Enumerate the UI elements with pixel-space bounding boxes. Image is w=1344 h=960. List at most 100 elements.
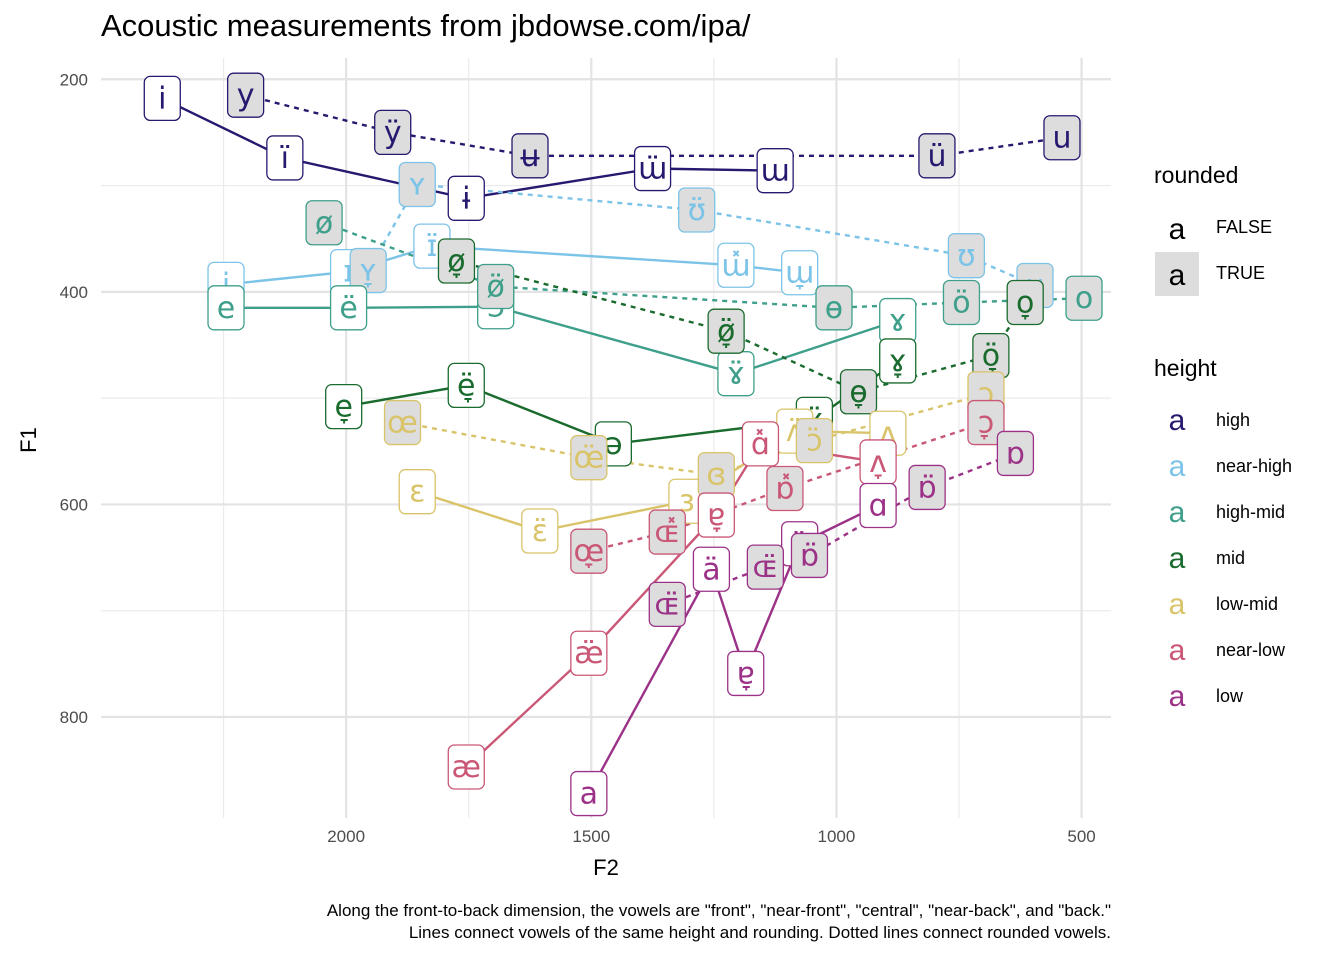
vowel-box [908, 464, 946, 511]
vowel-point: œ̞ [570, 528, 608, 574]
legend-height-title: height [1154, 355, 1217, 381]
vowel-label: ɒ̈ [800, 538, 819, 573]
legend-key-glyph: a [1169, 213, 1186, 246]
vowel-label: ɑ [869, 488, 888, 523]
vowel-point: ʉ [511, 133, 549, 179]
vowel-box [325, 383, 363, 430]
vowel-label: ÿ [384, 115, 402, 150]
vowel-point: æ [447, 744, 485, 790]
vowel-box [570, 528, 608, 574]
vowel-box [746, 544, 784, 590]
vowel-point: ü [918, 133, 956, 179]
vowel-label: i [158, 81, 166, 116]
vowel-point: u [1043, 115, 1081, 161]
vowel-label: i̞ [222, 267, 231, 302]
legend-key-box [1155, 252, 1199, 296]
vowel-label: y [237, 78, 255, 113]
vowel-point: a [570, 770, 608, 817]
vowel-box [226, 72, 265, 118]
vowel-box [447, 362, 485, 409]
vowel-point: ɛ [398, 469, 436, 515]
vowel-box [717, 242, 755, 288]
vowel-box [398, 469, 436, 515]
vowel-box [633, 145, 672, 192]
vowel-point: ɤ̈ [717, 351, 755, 397]
vowel-label: ɐ̞ [707, 498, 725, 533]
vowel-label: œ̞ [573, 534, 604, 569]
vowel-box [942, 279, 981, 326]
vowel-box [967, 399, 1005, 446]
vowel-label: ɒ̈ [918, 470, 937, 505]
series-line-high-mid-unrounded [226, 305, 899, 375]
vowel-point: e̞ [325, 383, 363, 430]
vowel-label: ʏ [408, 167, 426, 202]
vowel-label: ɒ̽ [775, 471, 794, 506]
vowel-label: ø̞ [447, 244, 465, 279]
vowel-points: iïɨɯ̈ɯyÿʉüui̞ɪɪ̈ɯ̽ɯ̞ʏ̞ʏʊ̈ʊu̞eëɘɤ̈ɤøø̈ɵöo… [143, 72, 1103, 817]
vowel-point: ʊ̈ [678, 187, 716, 233]
vowel-label: ö [952, 285, 970, 320]
vowel-box [511, 133, 549, 179]
vowel-label: ʏ̞ [359, 254, 377, 289]
vowel-box [648, 581, 686, 627]
legend-height-label: mid [1216, 548, 1245, 568]
vowel-label: ɤ̈ [727, 357, 745, 392]
x-tick-label: 1000 [818, 827, 856, 846]
vowel-label: æ [452, 750, 481, 785]
vowel-box [437, 238, 476, 284]
vowel-box [678, 187, 716, 233]
vowel-box [795, 418, 834, 464]
y-tick-label: 200 [60, 70, 88, 89]
vowel-label: ɤ̞ [889, 344, 907, 379]
vowel-label: ɯ [761, 154, 790, 189]
vowel-point: ö [942, 279, 981, 326]
vowel-label: ʉ [520, 139, 540, 174]
vowel-label: ʊ̈ [687, 193, 706, 228]
vowel-label: ɛ̈ [532, 514, 548, 549]
vowel-label: ö̞ [982, 339, 1000, 374]
legend-height-glyph: a [1169, 542, 1186, 575]
vowel-box [398, 161, 436, 208]
vowel-label: ʊ [957, 239, 976, 274]
vowel-point: ɒ [996, 430, 1035, 477]
vowel-label: ɪ [343, 255, 354, 290]
x-tick-label: 1500 [572, 827, 610, 846]
vowel-label: ɐ̞ [737, 656, 755, 691]
legend-rounded-label: TRUE [1216, 263, 1265, 283]
vowel-label: ä [702, 552, 720, 587]
vowel-box [815, 285, 853, 331]
vowel-box [570, 630, 608, 676]
legend-key-box [1155, 206, 1199, 250]
vowel-label: ɯ̈ [638, 152, 667, 187]
vowel-point: ɑ̽ [741, 421, 780, 467]
vowel-point: i [143, 75, 181, 122]
vowel-label: ɪ̈ [426, 229, 437, 264]
vowel-label: ɒ [1006, 436, 1025, 471]
vowel-label: ɔ̞ [978, 406, 994, 441]
vowel-point: ɒ̈ [790, 532, 829, 579]
vowel-point: ɒ̽ [766, 465, 804, 512]
vowel-point: ɛ̈ [521, 508, 559, 554]
vowel-box [839, 369, 878, 415]
vowel-point: ï [266, 135, 304, 181]
vowel-box [707, 308, 745, 354]
legend-height-label: high [1216, 410, 1250, 430]
y-axis-ticks: 200 400 600 800 [60, 70, 88, 727]
vowel-label: e [217, 291, 235, 326]
vowel-point: ɶ̽ [648, 509, 686, 555]
caption-line-2: Lines connect vowels of the same height … [408, 923, 1111, 942]
legend-height-glyph: a [1169, 496, 1186, 529]
x-axis-title: F2 [593, 855, 619, 880]
vowel-box [879, 338, 917, 384]
vowel-label: ə [604, 427, 622, 462]
vowel-label: ɞ [706, 458, 726, 493]
vowel-point: ɶ̈ [746, 544, 784, 590]
y-axis-title: F1 [16, 427, 41, 453]
legend-height-glyph: a [1169, 680, 1186, 713]
vowel-point: ɤ [879, 297, 917, 344]
series-line-low-unrounded [587, 504, 879, 795]
caption-line-1: Along the front-to-back dimension, the v… [326, 901, 1111, 920]
vowel-label: ʌ̞ [869, 445, 887, 480]
vowel-point: y [226, 72, 265, 118]
vowel-box [383, 399, 422, 446]
